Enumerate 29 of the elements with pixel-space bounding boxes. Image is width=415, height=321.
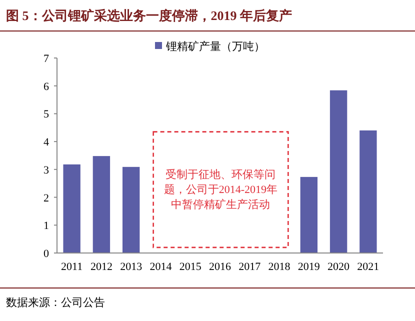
x-tick-label: 2012	[90, 261, 112, 273]
x-tick-label: 2015	[179, 261, 202, 273]
chart-title: 图 5：公司锂矿采选业务一度停滞，2019 年后复产	[6, 8, 292, 23]
bar	[300, 176, 318, 253]
y-tick-label: 3	[44, 164, 50, 176]
y-tick-label: 6	[44, 80, 50, 93]
bar	[330, 90, 348, 253]
y-tick-label: 1	[44, 220, 49, 232]
x-tick-label: 2018	[268, 261, 291, 273]
annotation: 受制于征地、环保等问题，公司于2014-2019年中暂停精矿生产活动	[164, 168, 278, 212]
bar	[122, 166, 140, 253]
legend-label: 锂精矿产量（万吨）	[165, 40, 265, 53]
x-tick-label: 2021	[357, 261, 380, 273]
x-tick-label: 2014	[150, 261, 172, 273]
source-note: 数据来源：公司公告	[6, 296, 105, 309]
y-tick-label: 7	[44, 53, 50, 65]
y-tick-label: 0	[44, 248, 50, 260]
bar	[63, 164, 80, 253]
x-tick-label: 2011	[61, 261, 83, 273]
x-tick-label: 2020	[328, 261, 350, 273]
x-tick-label: 2013	[120, 261, 143, 273]
x-tick-label: 2019	[298, 261, 320, 273]
bar	[360, 130, 377, 253]
y-tick-label: 2	[44, 192, 49, 204]
bar	[92, 156, 110, 253]
y-tick-label: 5	[44, 108, 50, 121]
y-tick-label: 4	[44, 136, 50, 149]
x-tick-label: 2017	[238, 261, 262, 273]
x-tick-label: 2016	[209, 261, 232, 273]
